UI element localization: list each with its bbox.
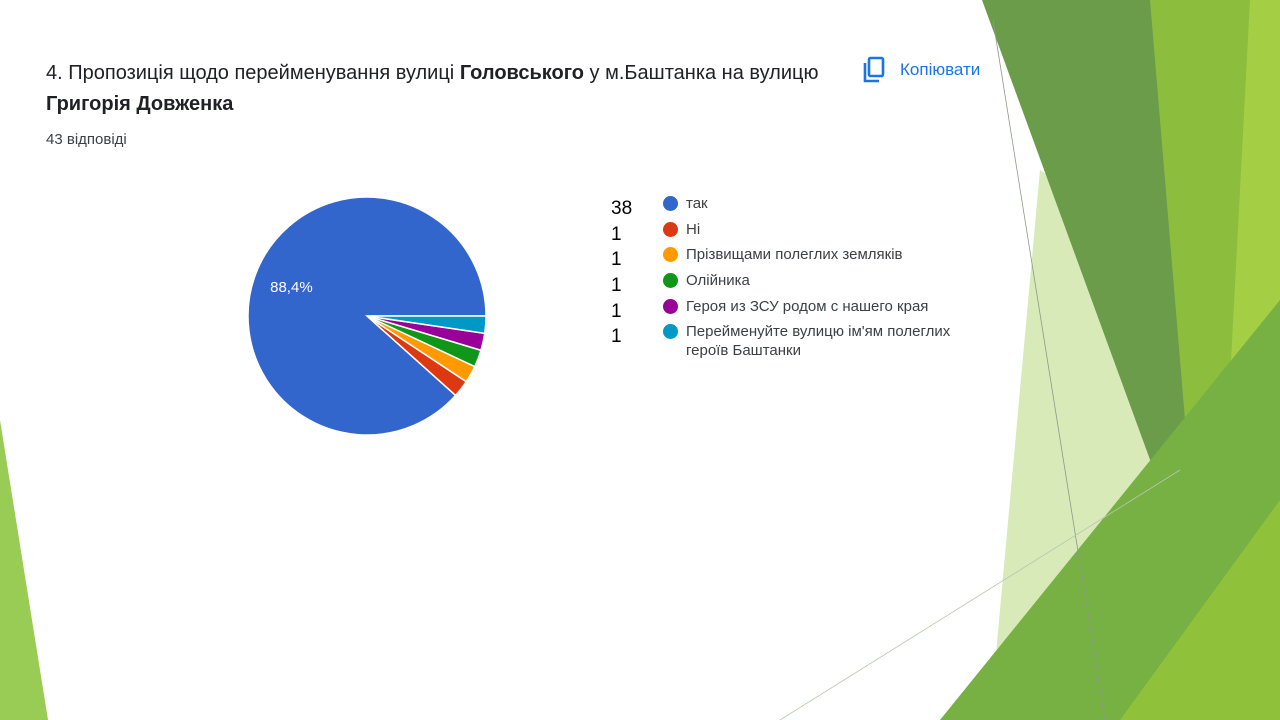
copy-icon: [863, 56, 885, 83]
count-list: 38 1 1 1 1 1: [611, 196, 632, 350]
legend-item-0[interactable]: так: [663, 194, 983, 213]
legend-label: Олійника: [686, 272, 750, 290]
legend-item-4[interactable]: Героя из ЗСУ родом с нашего края: [663, 297, 983, 316]
pie-chart: 88,4%: [247, 196, 487, 436]
title-prefix: 4. Пропозиція щодо перейменування вулиці: [46, 62, 460, 84]
legend-label: так: [686, 195, 708, 212]
legend-swatch: [663, 247, 678, 263]
title-middle: у м.Баштанка на вулицю: [584, 62, 819, 84]
legend-label: Перейменуйте вулицю ім'ям полеглих герої…: [686, 323, 951, 360]
legend-label: Героя из ЗСУ родом с нашего края: [686, 297, 929, 315]
chart-legend: так Ні Прізвищами полеглих земляків Олійник…: [663, 194, 983, 367]
copy-button[interactable]: Копіювати: [860, 54, 980, 86]
right-bright-wedge: [1230, 0, 1280, 380]
legend-swatch: [663, 196, 678, 211]
title-bold-street: Головського: [459, 62, 584, 84]
right-bottom-green: [940, 300, 1280, 720]
legend-swatch: [663, 324, 678, 340]
legend-label: Ні: [686, 220, 701, 238]
legend-item-3[interactable]: Олійника: [663, 271, 983, 290]
legend-label: Прізвищами полеглих земляків: [686, 246, 903, 264]
legend-item-2[interactable]: Прізвищами полеглих земляків: [663, 245, 983, 264]
legend-swatch: [663, 273, 678, 289]
count-value-4: 1: [611, 300, 622, 322]
count-value-3: 1: [611, 275, 622, 297]
count-value-2: 1: [611, 249, 622, 271]
legend-item-5[interactable]: Перейменуйте вулицю ім'ям полеглих герої…: [663, 322, 983, 360]
title-bold-new-name: Григорія Довженка: [46, 93, 234, 115]
count-value-1: 1: [611, 223, 622, 245]
pie-slice-5[interactable]: [366, 315, 487, 335]
legend-item-1[interactable]: Ні: [663, 220, 983, 239]
thin-line-2: [779, 469, 1181, 720]
left-green-wedge: [0, 420, 48, 720]
response-count: 43 відповіді: [46, 131, 127, 148]
count-value-0: 38: [611, 198, 633, 219]
legend-swatch: [663, 298, 678, 314]
question-title: 4. Пропозиція щодо перейменування вулиці…: [46, 58, 836, 120]
legend-swatch: [663, 221, 678, 237]
count-value-5: 1: [611, 326, 622, 348]
pie-slice-label-0: 88,4%: [270, 279, 313, 296]
copy-button-label: Копіювати: [900, 60, 980, 79]
thin-line-1: [992, 19, 1106, 720]
right-bottom-bright: [1120, 500, 1280, 720]
